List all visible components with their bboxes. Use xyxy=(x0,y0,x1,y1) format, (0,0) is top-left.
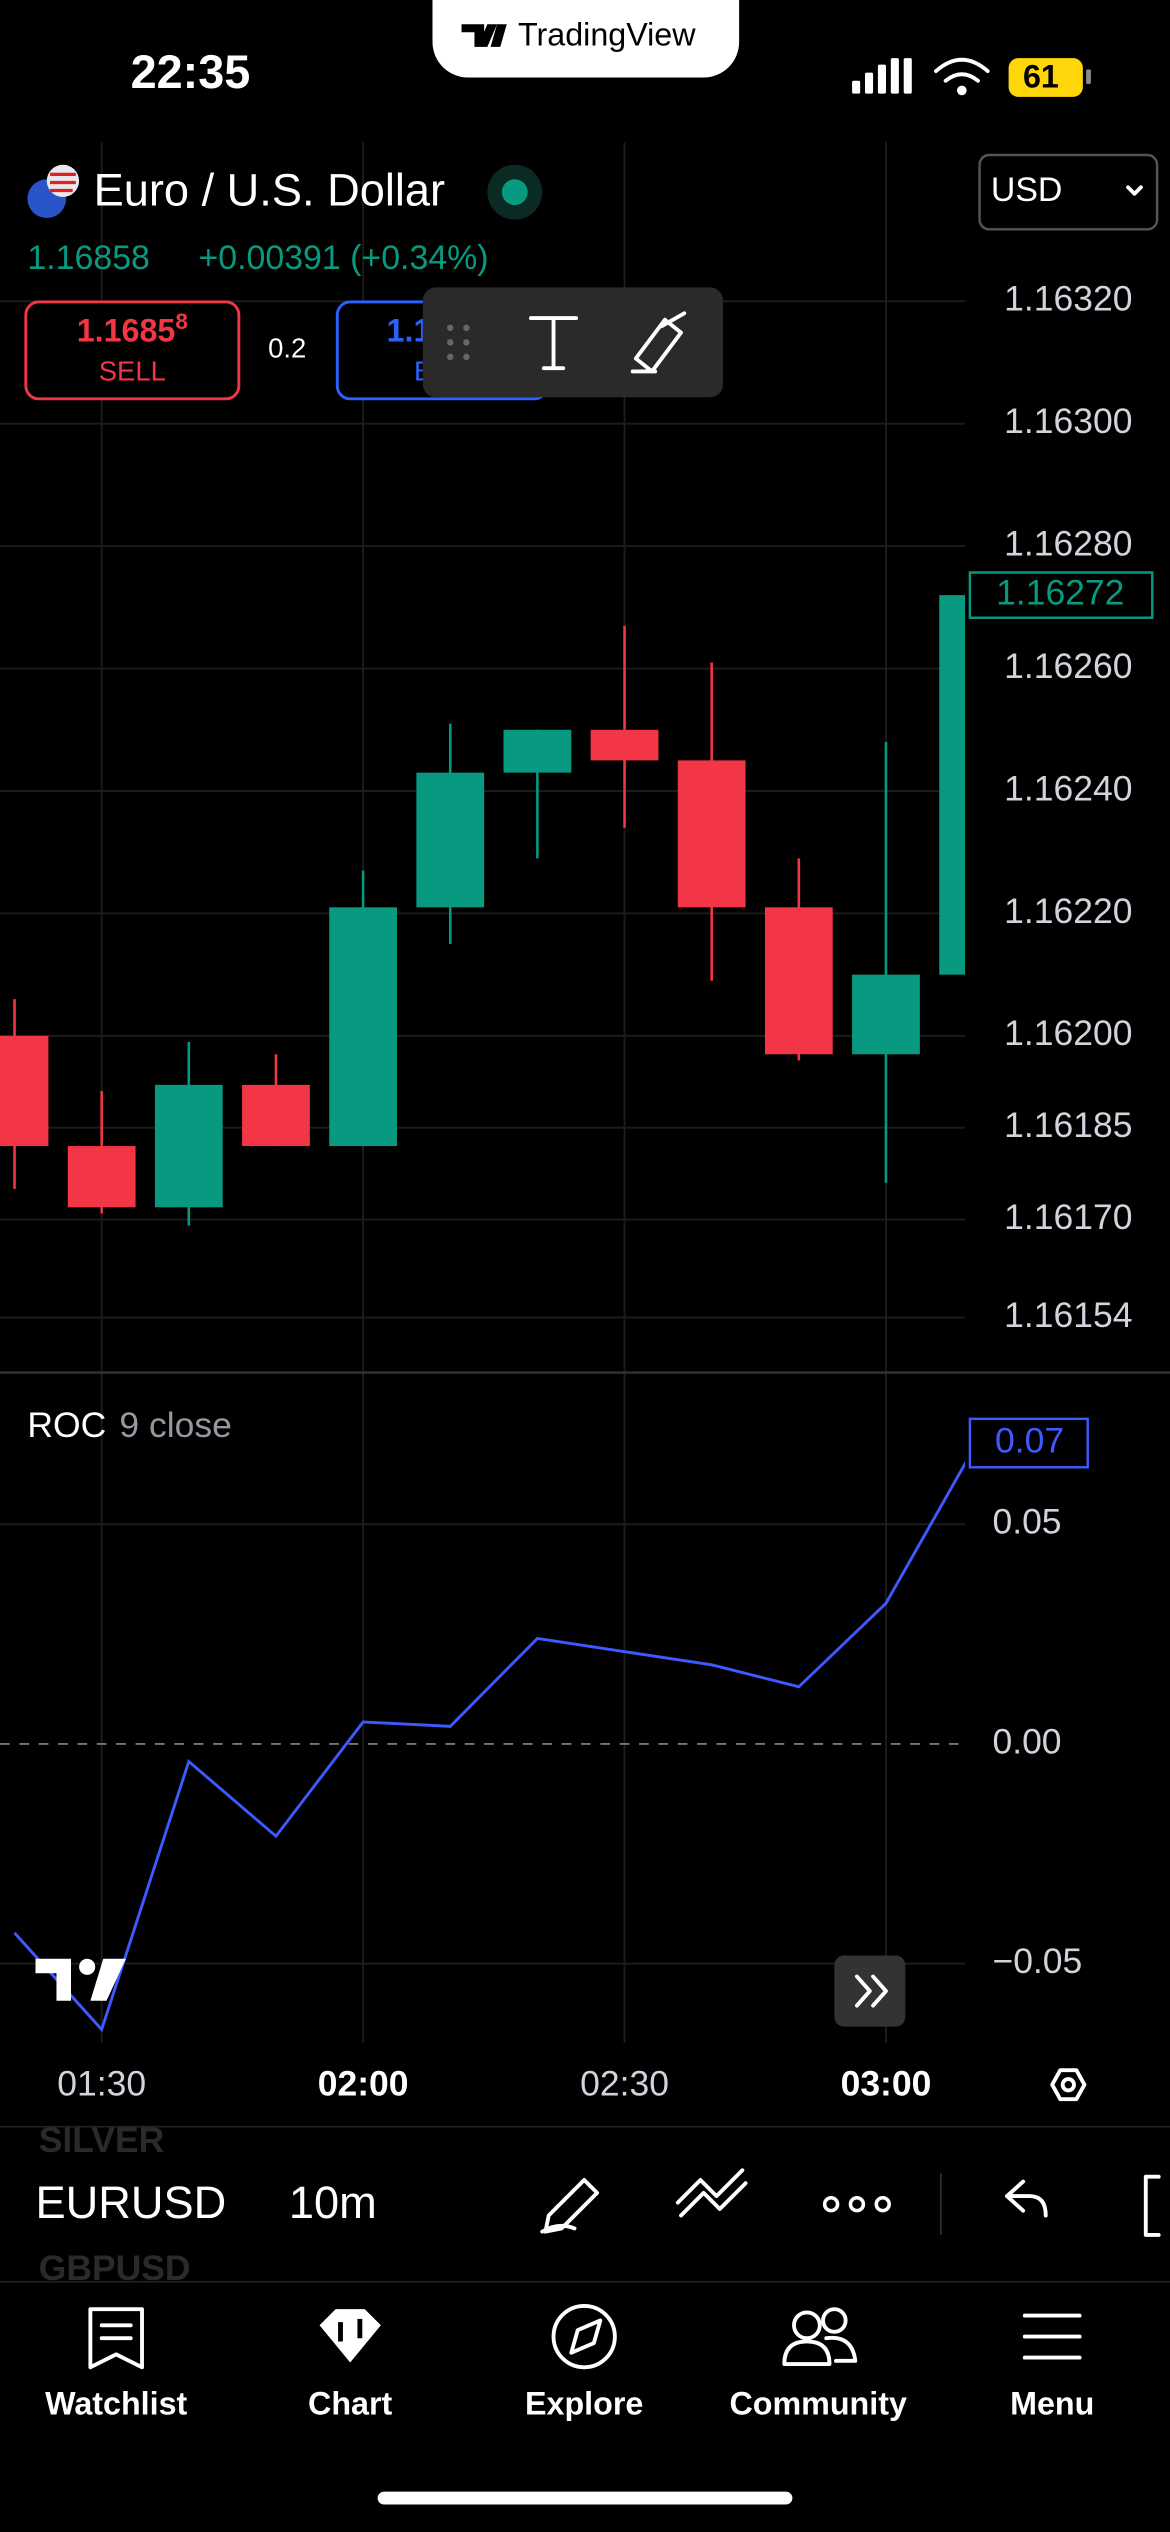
sell-button[interactable] xyxy=(24,300,241,401)
battery-tip xyxy=(1086,69,1091,84)
symbol-name[interactable]: Euro / U.S. Dollar xyxy=(94,165,445,216)
y-tick-label: 1.16300 xyxy=(1004,401,1132,441)
prev-symbol[interactable]: SILVER xyxy=(39,2120,165,2160)
explore-icon xyxy=(551,2303,617,2370)
text-tool[interactable] xyxy=(529,316,579,371)
tv-watermark xyxy=(35,1958,126,2001)
drawing-toolbar xyxy=(422,287,723,398)
wifi-icon xyxy=(934,57,990,96)
trend-tool[interactable] xyxy=(675,2168,748,2218)
value-label: 0.07 xyxy=(995,1420,1064,1460)
y-tick-label: 1.16280 xyxy=(1004,524,1132,564)
price-change: +0.00391 (+0.34%) xyxy=(198,239,488,277)
app-logo xyxy=(461,24,507,47)
watchlist-icon xyxy=(88,2307,144,2370)
currency: USD xyxy=(991,171,1063,209)
fullscreen-button[interactable] xyxy=(1143,2174,1161,2237)
y-tick-label: −0.05 xyxy=(992,1941,1082,1981)
symbol[interactable]: EURUSD xyxy=(36,2177,227,2228)
y-tick-label: 1.16185 xyxy=(1004,1105,1132,1145)
candle-body xyxy=(852,974,920,1055)
last-price-label: 1.16272 xyxy=(996,572,1124,612)
tab-label[interactable]: Explore xyxy=(525,2386,643,2422)
chart-icon xyxy=(319,2309,381,2363)
y-tick-label: 1.16154 xyxy=(1004,1295,1132,1335)
candle-body xyxy=(242,1084,310,1147)
chart-icon-candles xyxy=(338,2318,363,2342)
chevron xyxy=(1126,185,1143,196)
sell-label: SELL xyxy=(99,355,166,386)
y-tick-label: 1.16170 xyxy=(1004,1197,1132,1237)
tab-bar: Watchlist Chart Explore Community Menu xyxy=(45,2386,1094,2422)
last-price: 1.16858 xyxy=(27,239,149,277)
spread: 0.2 xyxy=(268,333,306,364)
roc-line xyxy=(13,1460,966,2033)
clock: 22:35 xyxy=(131,46,251,98)
currency-select[interactable] xyxy=(978,153,1159,231)
market-status-dot xyxy=(501,179,528,206)
sell-price-main: 1.1685 xyxy=(77,312,176,348)
chart-settings-dot xyxy=(1060,2077,1076,2093)
double-chevron xyxy=(854,1974,888,2008)
x-tick-label: 02:00 xyxy=(318,2064,409,2104)
candle-body xyxy=(939,595,966,975)
plot xyxy=(0,595,966,2033)
app-badge xyxy=(432,0,740,78)
tab-label[interactable]: Menu xyxy=(1010,2386,1094,2422)
candle-body xyxy=(503,729,572,773)
indicator-params: 9 close xyxy=(119,1405,231,1445)
more-button[interactable] xyxy=(822,2195,891,2213)
x-tick-label: 01:30 xyxy=(57,2064,146,2104)
undo-button[interactable] xyxy=(1005,2179,1048,2218)
battery xyxy=(1008,58,1083,97)
candle-body xyxy=(67,1146,136,1208)
explore-needle xyxy=(569,2318,603,2355)
y-tick-label: 1.16200 xyxy=(1004,1013,1132,1053)
home-indicator xyxy=(377,2491,793,2505)
y-tick-label: 0.00 xyxy=(992,1721,1061,1761)
grid xyxy=(0,142,966,2043)
candle-body xyxy=(590,729,659,761)
app-name: TradingView xyxy=(518,17,696,53)
signal-icon xyxy=(852,58,912,94)
candle-body xyxy=(677,760,746,908)
y-tick-label: 1.16320 xyxy=(1004,279,1132,319)
candle-body xyxy=(329,907,397,1147)
y-tick-label: 1.16240 xyxy=(1004,768,1132,808)
last-price-box xyxy=(968,571,1154,619)
tab-label[interactable]: Community xyxy=(729,2386,906,2422)
tab-label[interactable]: Chart xyxy=(308,2386,392,2422)
value-label-box xyxy=(968,1417,1089,1469)
draw-tool[interactable] xyxy=(540,2178,600,2234)
battery-level: 61 xyxy=(1023,59,1059,95)
symbol-flag xyxy=(27,164,80,218)
candle-body xyxy=(764,907,833,1055)
interval[interactable]: 10m xyxy=(289,2177,377,2228)
sell-price-digit: 8 xyxy=(175,309,188,334)
highlighter-tool[interactable] xyxy=(630,311,687,374)
candle-body xyxy=(0,1035,49,1147)
tab-icons xyxy=(88,2303,1082,2370)
sell-price: 1.16858 xyxy=(77,309,188,348)
tab-label[interactable]: Watchlist xyxy=(45,2386,187,2422)
y-tick-label: 1.16220 xyxy=(1004,891,1132,931)
chart-settings[interactable] xyxy=(1050,2068,1087,2102)
indicator-name[interactable]: ROC xyxy=(27,1405,106,1445)
y-tick-label: 0.05 xyxy=(992,1502,1061,1542)
community-icon xyxy=(782,2335,858,2366)
x-tick-label: 03:00 xyxy=(841,2064,932,2104)
x-tick-label: 02:30 xyxy=(580,2064,669,2104)
candle-body xyxy=(154,1084,223,1208)
y-tick-label: 1.16260 xyxy=(1004,646,1132,686)
menu-icon xyxy=(1022,2313,1082,2360)
candle-body xyxy=(416,772,485,908)
